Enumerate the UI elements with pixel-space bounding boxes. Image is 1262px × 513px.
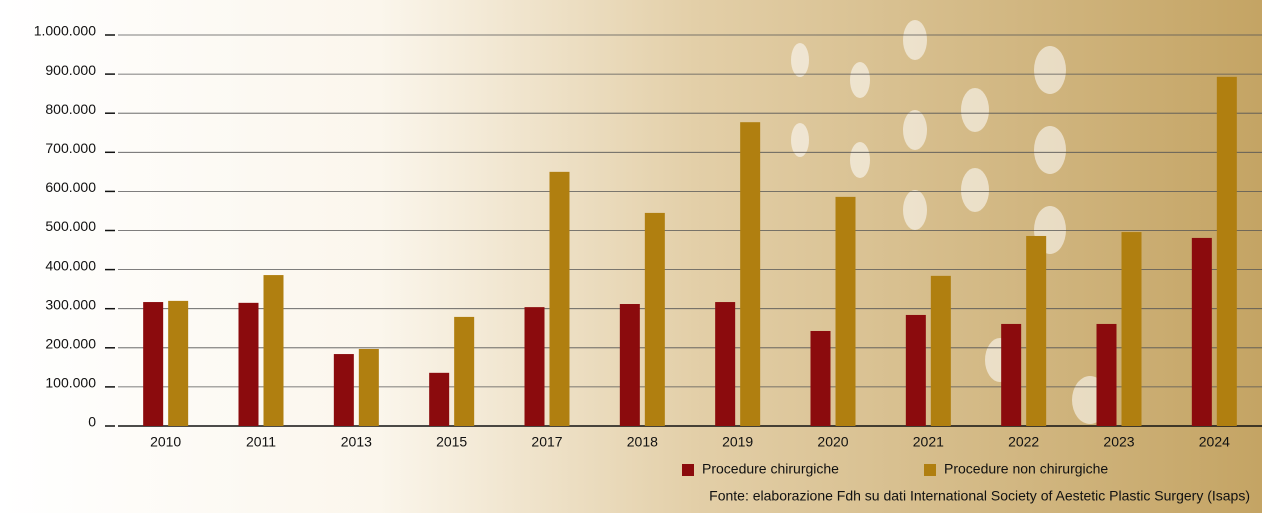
bar [1216,76,1237,426]
bar [238,302,259,426]
bar [454,316,475,426]
bar [930,275,951,426]
legend-label: Procedure non chirurgiche [944,461,1108,477]
legend-swatch [682,464,694,476]
bar [715,302,736,426]
y-tick-label: 800.000 [45,101,96,117]
bar [143,302,164,426]
y-tick-label: 1.000.000 [34,23,96,39]
bar [644,212,665,426]
bar [1191,237,1212,426]
source-note: Fonte: elaborazione Fdh su dati Internat… [709,488,1250,504]
bar [835,196,856,426]
bar [429,372,450,426]
x-tick-label: 2019 [722,434,753,450]
x-tick-label: 2021 [913,434,944,450]
y-tick-label: 100.000 [45,375,96,391]
bar [810,330,831,426]
bar [905,314,926,426]
x-tick-label: 2013 [341,434,372,450]
x-tick-label: 2010 [150,434,181,450]
legend-label: Procedure chirurgiche [702,461,839,477]
y-tick-label: 0 [88,414,96,430]
bar [263,275,284,426]
x-tick-label: 2023 [1103,434,1134,450]
x-tick-label: 2022 [1008,434,1039,450]
bar [358,348,379,426]
y-tick-label: 400.000 [45,257,96,273]
legend-swatch [924,464,936,476]
y-tick-label: 500.000 [45,218,96,234]
x-tick-label: 2020 [817,434,848,450]
x-tick-label: 2015 [436,434,467,450]
bar [740,122,761,427]
y-tick-label: 700.000 [45,140,96,156]
y-tick-label: 300.000 [45,296,96,312]
bar [168,300,189,426]
bar [1026,235,1047,426]
bar [1121,232,1142,426]
bar [549,171,570,426]
x-tick-label: 2017 [531,434,562,450]
y-tick-label: 600.000 [45,179,96,195]
x-tick-label: 2011 [246,434,276,450]
bar [524,307,545,426]
bar [619,304,640,426]
bar [333,354,354,426]
y-tick-label: 900.000 [45,62,96,78]
x-tick-label: 2024 [1199,434,1230,450]
y-tick-label: 200.000 [45,336,96,352]
bar [1001,323,1022,426]
bar [1096,323,1117,426]
x-tick-label: 2018 [627,434,658,450]
